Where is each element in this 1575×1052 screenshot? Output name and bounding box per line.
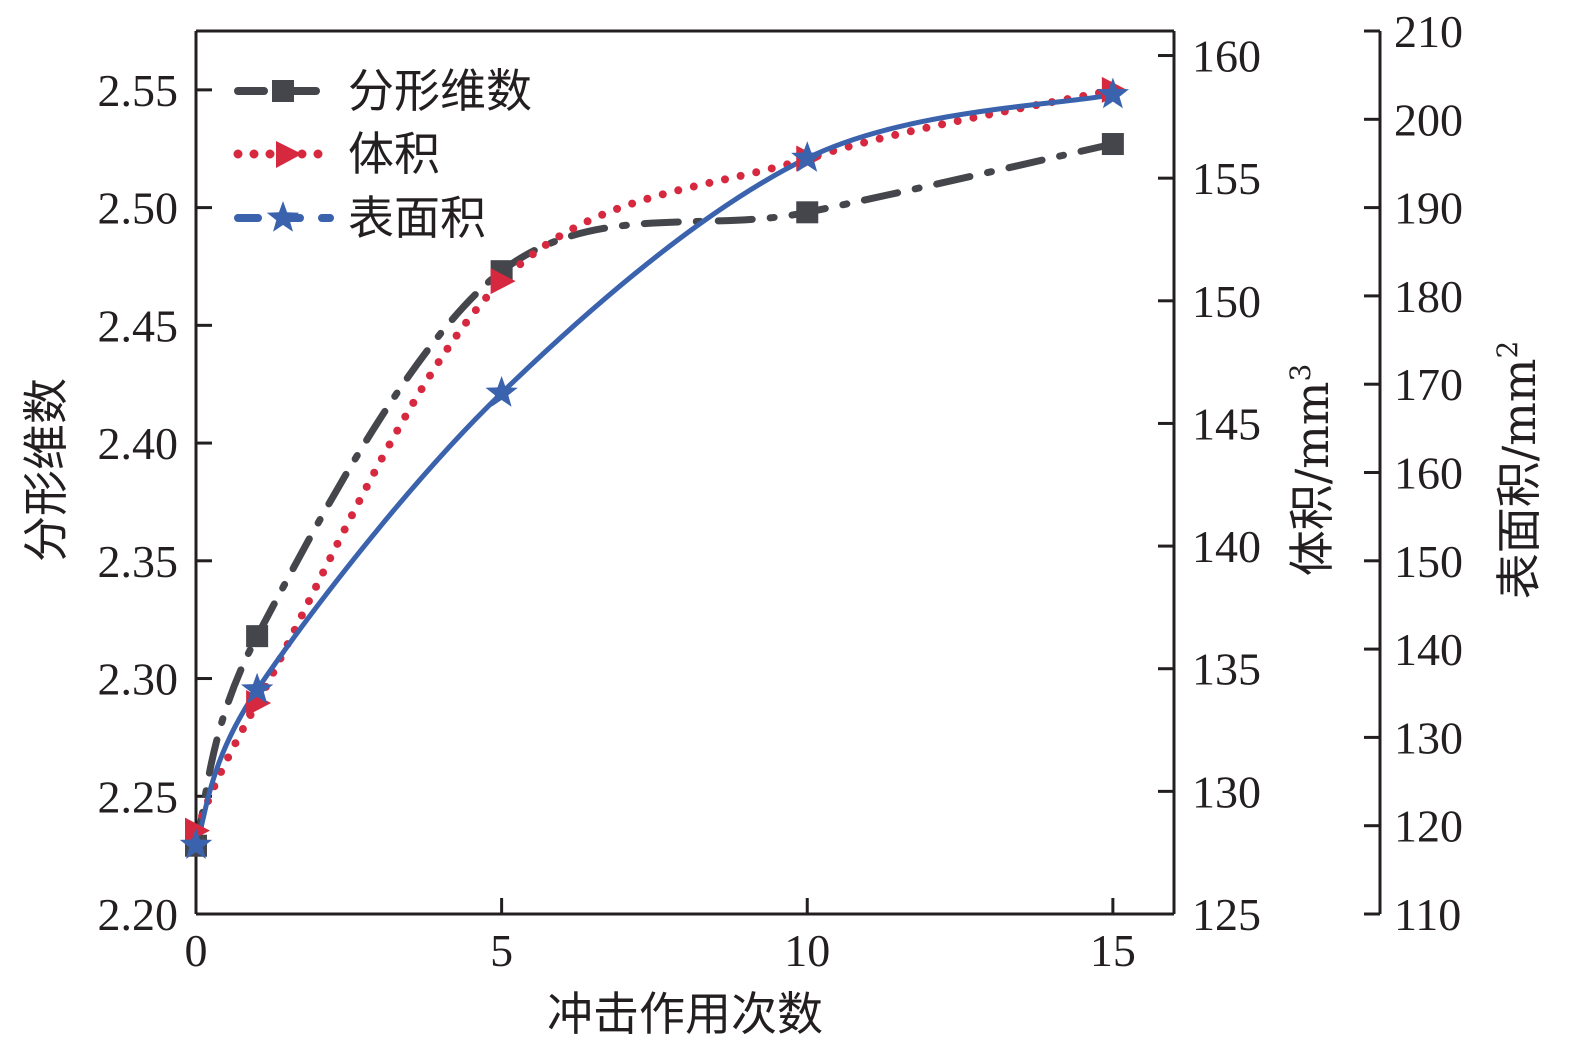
volume-y-tick-label: 125 [1192,889,1261,940]
ticks-layer: 0 5 10 15 2.20 2.25 2.30 2.35 2.40 2.45 2.50 2.55 12… [98,6,1464,976]
x-axis-title: 冲击作用次数 [547,987,823,1041]
surface-y-tick-label: 110 [1394,889,1461,940]
volume-axis-title-sup: 3 [1284,364,1317,382]
left-y-tick-label: 2.45 [98,300,179,351]
left-y-tick-label: 2.20 [98,889,179,940]
data-point-star [241,672,274,704]
volume-axis-title: 体积/mm3 [1284,364,1339,577]
surface-y-tick-label: 160 [1394,448,1463,499]
left-axis-title: 分形维数 [19,378,73,562]
surface-axis-title-sup: 2 [1491,341,1524,359]
legend-item-fractal: 分形维数 [234,64,532,118]
triangle-marker-icon [276,141,302,168]
data-point-star [485,376,518,407]
series-line-0 [192,140,1117,850]
legend: 分形维数 体积 表面积 [233,64,532,245]
volume-y-tick-label: 160 [1192,31,1261,82]
left-y-tick-label: 2.25 [98,771,179,822]
data-point-square [1101,133,1124,156]
legend-label-volume: 体积 [348,127,440,181]
left-y-tick-label: 2.30 [98,654,179,705]
left-y-tick-label: 2.50 [98,183,179,234]
star-marker-icon [266,201,300,232]
x-tick-label: 10 [784,925,830,976]
series-layer [192,85,1117,850]
surface-y-tick-label: 140 [1394,624,1463,675]
series-line-2 [193,92,1116,848]
legend-label-surface: 表面积 [348,191,486,245]
square-marker-icon [272,80,294,102]
data-point-star [1096,77,1129,109]
surface-y-tick-label: 130 [1394,712,1463,763]
surface-y-tick-label: 190 [1394,183,1463,234]
legend-label-fractal: 分形维数 [348,64,532,118]
left-y-tick-label: 2.55 [98,65,179,116]
surface-y-tick-label: 170 [1394,359,1463,410]
markers-layer [179,76,1129,859]
left-y-tick-label: 2.40 [98,418,179,469]
surface-y-tick-label: 210 [1394,6,1463,57]
data-point-square [246,625,269,648]
volume-y-tick-label: 145 [1192,398,1261,449]
data-point-triangle [185,817,210,844]
surface-y-tick-label: 120 [1394,801,1463,852]
legend-item-volume: 体积 [233,127,440,181]
surface-axis-title: 表面积/mm2 [1491,341,1546,600]
volume-y-tick-label: 130 [1192,766,1261,817]
series-line-1 [192,85,1117,835]
surface-y-tick-label: 150 [1394,536,1463,587]
left-y-tick-label: 2.35 [98,536,179,587]
surface-y-tick-label: 180 [1394,271,1463,322]
x-tick-label: 0 [185,925,208,976]
data-point-triangle [490,268,516,295]
surface-y-tick-label: 200 [1394,94,1463,145]
data-point-star [179,828,213,859]
volume-y-tick-label: 150 [1192,276,1261,327]
volume-y-tick-label: 140 [1192,521,1261,572]
volume-y-tick-label: 155 [1192,153,1261,204]
data-point-square [796,201,819,224]
surface-axis-title-text: 表面积/mm [1492,359,1546,600]
data-point-star [791,141,824,172]
legend-item-surface: 表面积 [234,191,486,245]
volume-y-tick-label: 135 [1192,644,1261,695]
volume-axis-title-text: 体积/mm [1285,382,1339,577]
x-tick-label: 5 [490,925,513,976]
x-tick-label: 15 [1090,925,1136,976]
